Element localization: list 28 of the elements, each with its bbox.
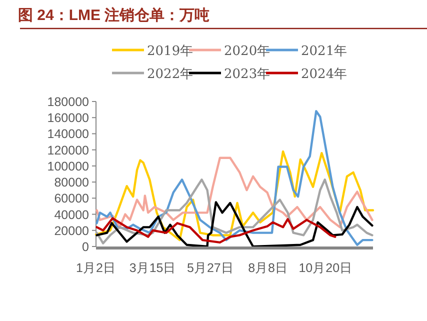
y-tick-label: 100000 [47, 159, 90, 174]
x-tick-label: 5月27日 [187, 261, 234, 275]
chart-title: 图 24：LME 注销仓单：万吨 [18, 6, 210, 24]
x-tick-label: 3月15日 [129, 261, 176, 275]
y-tick-label: 40000 [54, 208, 90, 222]
legend-label: 2024年 [301, 67, 348, 82]
y-tick-label: 120000 [47, 143, 90, 158]
legend-label: 2020年 [224, 44, 270, 59]
line-series [96, 201, 374, 248]
y-tick-label: 180000 [47, 95, 90, 109]
line-series [96, 110, 374, 246]
y-tick-label: 80000 [54, 176, 90, 190]
y-tick-label: 160000 [47, 111, 90, 126]
line-series [96, 217, 336, 244]
legend-label: 2022年 [147, 67, 194, 82]
line-series [96, 178, 374, 244]
y-tick-label: 60000 [54, 192, 90, 206]
x-tick-label: 10月20日 [298, 261, 353, 275]
line-series [94, 150, 374, 242]
y-tick-label: 140000 [47, 127, 90, 142]
x-tick-label: 1月2日 [76, 261, 116, 275]
line-series [96, 156, 374, 228]
legend-label: 2021年 [301, 44, 348, 59]
y-tick-label: 20000 [54, 224, 90, 238]
legend-label: 2023年 [224, 67, 270, 82]
legend-label: 2019年 [147, 44, 194, 59]
x-tick-label: 8月8日 [248, 261, 288, 275]
y-tick-label: 0 [82, 240, 90, 254]
